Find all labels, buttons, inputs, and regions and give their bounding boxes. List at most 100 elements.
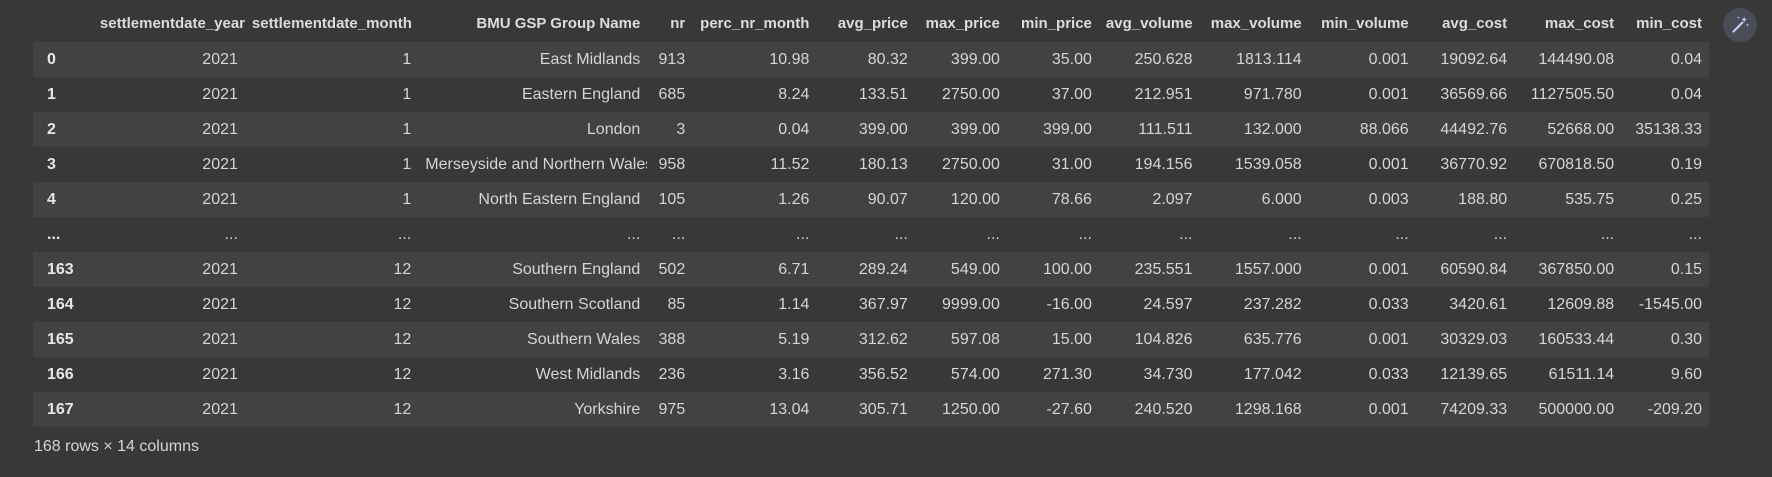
table-cell: 0.04 [1670,85,1702,103]
table-cell: 3420.61 [1449,295,1508,313]
table-cell: 85 [667,295,686,313]
header-row: settlementdate_year settlementdate_month B… [33,4,1709,42]
table-cell: 78.66 [1051,190,1092,208]
table-cell: 399.00 [950,50,1000,68]
table-cell: 502 [658,260,686,278]
table-cell: 1539.058 [1234,155,1302,173]
table-cell: 2021 [202,120,238,138]
table-cell: ... [397,225,412,243]
row-index: 165 [47,330,74,348]
table-row: 3 2021 1 Merseyside and Northern Wales 958 11… [33,147,1709,182]
table-cell: ... [224,225,238,243]
table-cell: 160533.44 [1538,330,1615,348]
table-cell: ... [626,225,641,243]
table-cell: 500000.00 [1538,400,1615,418]
index-header [33,4,93,42]
table-cell: 312.62 [858,330,908,348]
table-cell: Southern Wales [527,330,641,348]
table-cell: 105 [658,190,686,208]
table-cell: 44492.76 [1440,120,1508,138]
table-row: 1 2021 1 Eastern England 685 8.24 133.51 2750.0… [33,77,1709,112]
table-cell: ... [796,225,810,243]
table-cell: 177.042 [1243,365,1302,383]
table-cell: 356.52 [858,365,908,383]
table-cell: 685 [658,85,686,103]
table-cell: ... [1688,225,1702,243]
table-cell: 74209.33 [1440,400,1508,418]
table-cell: 11.52 [770,155,810,173]
table-cell: 0.003 [1368,190,1409,208]
table-cell: 90.07 [867,190,908,208]
column-header: min_cost [1636,14,1702,32]
column-header: max_price [925,14,1000,32]
table-cell: 975 [658,400,686,418]
column-header: perc_nr_month [700,14,810,32]
table-cell: 13.04 [769,400,810,418]
table-cell: 8.24 [778,85,810,103]
table-cell: ... [1600,225,1615,243]
table-cell: 271.30 [1042,365,1092,383]
table-cell: 180.13 [858,155,908,173]
table-cell: 0.001 [1368,260,1409,278]
table-body: 0 2021 1 East Midlands 913 10.98 80.32 399.00 35… [33,42,1709,427]
table-cell: 60590.84 [1440,260,1508,278]
table-cell: ... [986,225,1000,243]
column-header: nr [670,14,686,32]
table-cell: 635.776 [1243,330,1302,348]
table-cell: London [586,120,641,138]
table-cell: 0.001 [1368,330,1409,348]
magic-wand-button[interactable] [1723,8,1757,42]
table-row: 167 2021 12 Yorkshire 975 13.04 305.71 1250.00 -… [33,392,1709,427]
table-cell: 2021 [202,85,238,103]
table-cell: ... [1288,225,1302,243]
table-cell: 2021 [202,190,238,208]
table-cell: Eastern England [521,85,641,103]
table-cell: Southern Scotland [508,295,641,313]
table-cell: 2021 [202,260,238,278]
column-header: BMU GSP Group Name [476,14,641,32]
table-cell: 31.00 [1051,155,1092,173]
table-cell: 250.628 [1134,50,1193,68]
table-cell: East Midlands [539,50,641,68]
table-cell: 36770.92 [1440,155,1508,173]
table-cell: 6.000 [1261,190,1302,208]
table-cell: 0.15 [1670,260,1702,278]
table-cell: Merseyside and Northern Wales [425,155,648,173]
row-index: 163 [47,260,74,278]
table-cell: 30329.03 [1440,330,1508,348]
dataframe-table: settlementdate_year settlementdate_month B… [33,4,1709,427]
table-cell: 597.08 [950,330,1000,348]
table-cell: 12 [393,330,412,348]
table-cell: 37.00 [1051,85,1092,103]
table-cell: 0.001 [1368,85,1409,103]
table-row: 163 2021 12 Southern England 502 6.71 289.24 54… [33,252,1709,287]
table-cell: 235.551 [1134,260,1193,278]
table-cell: 36569.66 [1440,85,1508,103]
table-cell: 1127505.50 [1530,85,1615,103]
table-cell: 0.30 [1670,330,1702,348]
table-cell: 0.04 [778,120,810,138]
table-row: 164 2021 12 Southern Scotland 85 1.14 367.97 99… [33,287,1709,322]
table-cell: ... [1493,225,1508,243]
table-cell: 35.00 [1051,50,1092,68]
table-cell: 289.24 [858,260,908,278]
table-cell: 1813.114 [1236,50,1302,68]
table-cell: North Eastern England [478,190,641,208]
column-header: min_volume [1321,14,1409,32]
table-cell: 52668.00 [1547,120,1615,138]
table-cell: 12 [393,260,412,278]
table-cell: 2750.00 [942,155,1000,173]
table-cell: 971.780 [1243,85,1302,103]
table-cell: 9.60 [1670,365,1702,383]
table-cell: -27.60 [1046,400,1092,418]
table-cell: 2021 [202,50,238,68]
table-cell: 0.033 [1368,365,1409,383]
table-cell: 1298.168 [1234,400,1302,418]
row-index: 2 [47,120,56,138]
table-cell: 10.98 [769,50,810,68]
table-cell: 24.597 [1143,295,1193,313]
row-index: 166 [47,365,74,383]
table-cell: 61511.14 [1548,365,1615,383]
table-cell: 1 [402,155,412,173]
